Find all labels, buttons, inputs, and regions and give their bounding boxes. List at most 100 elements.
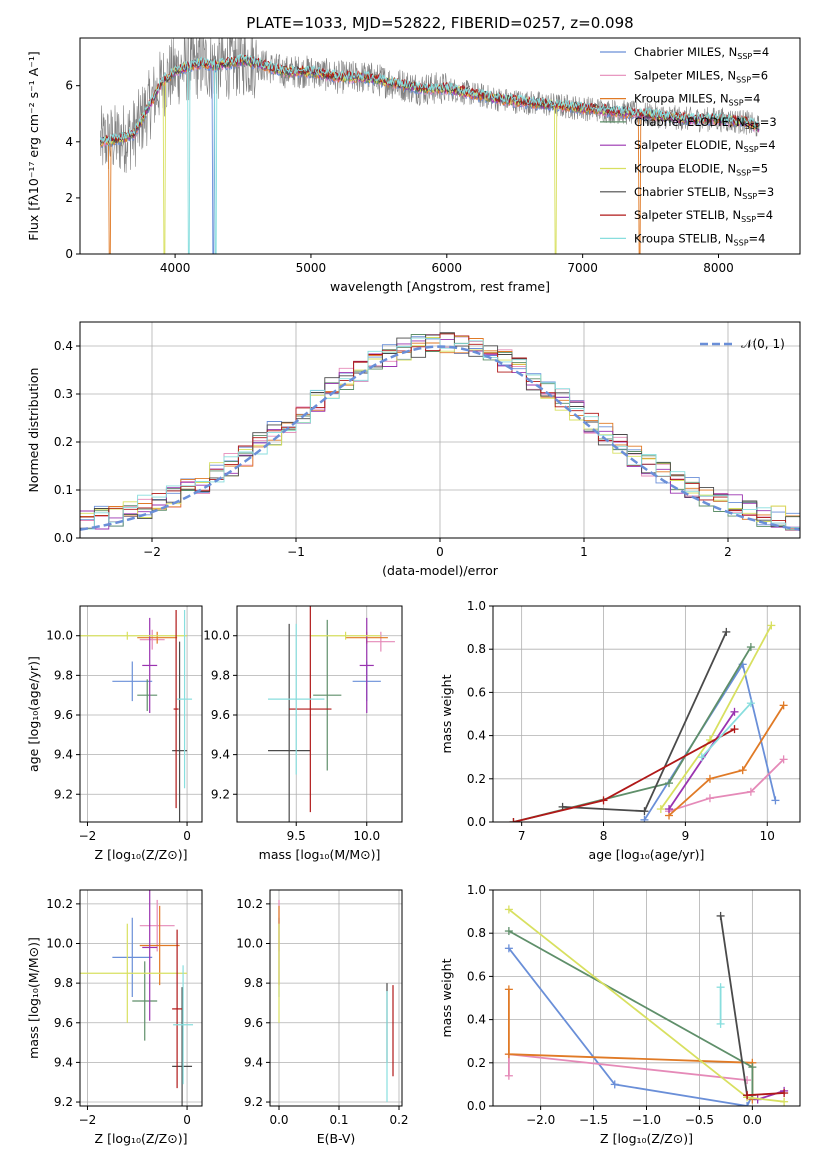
series-line: [757, 1090, 785, 1101]
series-point: [656, 805, 665, 814]
y-tick-label: 0.3: [54, 387, 73, 401]
x-tick-label: 9: [682, 829, 690, 843]
x-tick-label: 0: [436, 545, 444, 559]
axes-frame: [79, 605, 203, 823]
series-line: [747, 1092, 785, 1097]
x-axis-label: (data-model)/error: [382, 563, 499, 578]
series-point: [610, 1080, 619, 1089]
series-point: [504, 1071, 513, 1080]
x-tick-label: 5000: [296, 261, 327, 275]
y-tick-label: 9.8: [54, 976, 73, 990]
x-tick-label: 10.0: [353, 829, 380, 843]
chart-mass_vs_Z: −2 0 9.2 9.4 9.6 9.8 10.0 10.2 Z [log₁₀(Z/Z⊙)] ma…: [26, 889, 203, 1146]
x-tick-label: 0.0: [743, 1113, 762, 1127]
hist-kroupa-stelib: [80, 337, 800, 530]
spectrum-model-chabrier-stelib: [99, 55, 760, 144]
series-line: [701, 702, 752, 758]
series-line: [513, 728, 735, 822]
series-point: [779, 701, 788, 710]
errorbar-point: [137, 631, 178, 644]
errorbar-point: [132, 961, 158, 1041]
y-tick-label: 0: [65, 247, 73, 261]
series-line: [513, 646, 752, 822]
figure-title: PLATE=1033, MJD=52822, FIBERID=0257, z=0…: [246, 14, 633, 32]
chart-age_vs_Z: −2 0 9.2 9.4 9.6 9.8 10.0 Z [log₁₀(Z/Z⊙)] age [l…: [26, 605, 203, 862]
series-point: [730, 707, 739, 716]
chart-mass_vs_EBV: 0.0 0.1 0.2 9.2 9.4 9.6 9.8 10.0 10.2 E(B-V): [236, 889, 409, 1146]
series-point: [780, 1089, 789, 1098]
y-tick-label: 0.4: [54, 339, 73, 353]
x-tick-label: 1: [580, 545, 588, 559]
chart-weight_vs_Z: −2.0 −1.5 −1.0 −0.5 0.0 0.0 0.2 0.4 0.6 0.8 1.0 Z […: [439, 883, 801, 1146]
series-point: [771, 796, 780, 805]
x-tick-label: 0: [183, 1113, 191, 1127]
errorbar-point: [173, 965, 194, 1085]
x-tick-label: −1.0: [632, 1113, 661, 1127]
errorbar-point: [80, 923, 188, 1023]
y-axis-label: mass [log₁₀(M/M⊙)]: [26, 937, 41, 1059]
series-line: [508, 947, 754, 1106]
y-axis-label: age [log₁₀(age/yr)]: [26, 656, 41, 772]
y-tick-label: 0.4: [467, 729, 486, 743]
y-tick-label: 2: [65, 191, 73, 205]
y-axis-label: Normed distribution: [26, 368, 41, 493]
y-tick-label: 0.6: [467, 685, 486, 699]
y-tick-label: 0.8: [467, 642, 486, 656]
series-line: [668, 758, 785, 813]
y-tick-label: 9.6: [54, 708, 73, 722]
y-tick-label: 1.0: [467, 883, 486, 897]
x-tick-label: 9.5: [287, 829, 306, 843]
series-point: [640, 815, 649, 822]
series-point: [504, 944, 513, 953]
y-tick-label: 0.2: [54, 435, 73, 449]
plot-area: [99, 38, 760, 254]
chart-age_vs_mass: 9.5 10.0 9.2 9.4 9.6 9.8 10.0 mass [log₁₀(M/M⊙)…: [203, 605, 403, 862]
legend-entry: Kroupa ELODIE, NSSP=5: [634, 162, 768, 178]
chart-weight_vs_age: 7 8 9 10 0.0 0.2 0.4 0.6 0.8 1.0 age [log₁₀(age/yr…: [439, 599, 801, 862]
x-tick-label: −1: [287, 545, 305, 559]
series-point: [743, 1091, 752, 1100]
y-tick-label: 9.2: [244, 1095, 263, 1109]
y-axis-label: mass weight: [439, 674, 454, 753]
axes-frame: [269, 889, 403, 1107]
series-point: [738, 766, 747, 775]
series-point: [697, 753, 706, 762]
y-tick-label: 0.1: [54, 483, 73, 497]
y-tick-label: 10.0: [236, 937, 263, 951]
x-axis-label: Z [log₁₀(Z/Z⊙)]: [95, 847, 188, 862]
panels: Chabrier MILES, NSSP=4 Salpeter MILES, NS…: [26, 37, 801, 1146]
y-tick-label: 9.4: [244, 1055, 263, 1069]
x-axis-label: wavelength [Angstrom, rest frame]: [330, 279, 550, 294]
legend-entry: Chabrier ELODIE, NSSP=3: [634, 115, 777, 131]
x-tick-label: 0.1: [329, 1113, 348, 1127]
series-point: [716, 983, 725, 992]
x-tick-label: 6000: [432, 261, 463, 275]
series-point: [748, 1063, 757, 1072]
y-tick-label: 9.6: [54, 1016, 73, 1030]
axes-frame: [79, 889, 203, 1107]
plot-area: [278, 899, 394, 1103]
x-axis-label: Z [log₁₀(Z/Z⊙)]: [600, 1131, 693, 1146]
series-point: [504, 927, 513, 936]
x-tick-label: 10: [760, 829, 775, 843]
y-tick-label: 0.6: [467, 969, 486, 983]
series-point: [779, 755, 788, 764]
series-point: [504, 985, 513, 994]
legend-entry: Chabrier STELIB, NSSP=3: [634, 185, 774, 201]
errorbar-point: [359, 617, 374, 714]
errorbar-point: [177, 609, 193, 789]
errorbar-point: [142, 890, 158, 1021]
series-point: [665, 805, 674, 814]
errorbar-point: [112, 661, 153, 702]
errorbar-point: [137, 679, 158, 712]
y-tick-label: 1.0: [467, 599, 486, 613]
plot-area: [268, 606, 395, 822]
legend-entry: Kroupa MILES, NSSP=4: [634, 92, 760, 108]
y-tick-label: 0.8: [467, 926, 486, 940]
errorbar-point: [80, 631, 188, 640]
y-tick-label: 4: [65, 135, 73, 149]
series-point: [705, 794, 714, 803]
series-point: [730, 725, 739, 734]
x-tick-label: −2: [143, 545, 161, 559]
spectrum-model-kroupa-stelib: [99, 53, 760, 254]
